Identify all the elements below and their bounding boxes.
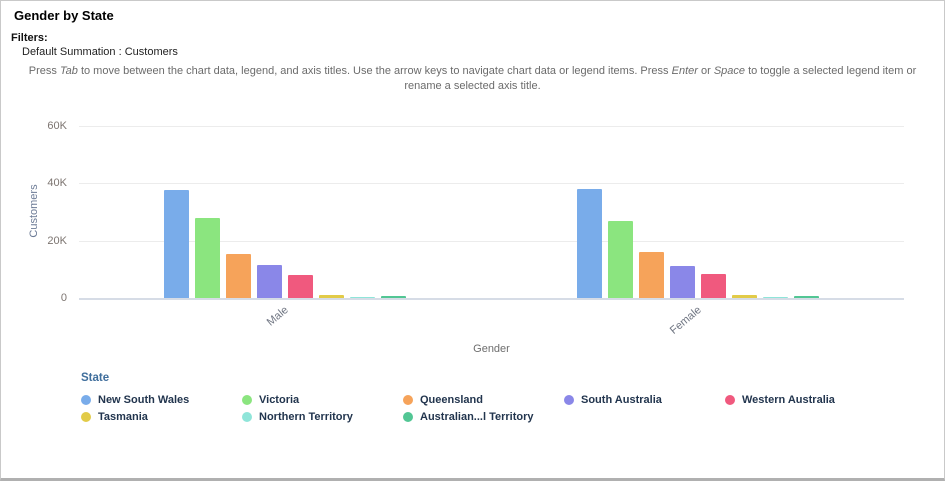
legend-swatch-icon: [403, 411, 413, 422]
legend-item-queensland[interactable]: Queensland: [403, 391, 564, 408]
legend-item-label: Western Australia: [742, 393, 835, 406]
y-tick-label: 20K: [47, 235, 67, 247]
gridline: [79, 183, 904, 184]
legend-swatch-icon: [725, 394, 735, 405]
legend-item-victoria[interactable]: Victoria: [242, 391, 403, 408]
bar-australian-l-territory-female[interactable]: [794, 296, 819, 298]
filters-label: Filters:: [11, 32, 48, 44]
bar-queensland-female[interactable]: [639, 252, 664, 298]
legend-swatch-icon: [81, 411, 91, 422]
legend-item-label: Australian...l Territory: [420, 410, 534, 423]
bar-australian-l-territory-male[interactable]: [381, 296, 406, 298]
key-enter: Enter: [671, 65, 698, 77]
legend-swatch-icon: [242, 411, 252, 422]
legend-item-label: South Australia: [581, 393, 662, 406]
page-title: Gender by State: [14, 8, 114, 23]
key-tab: Tab: [59, 65, 78, 77]
y-tick-label: 0: [60, 292, 67, 304]
keyboard-instructions: Press Tab to move between the chart data…: [27, 64, 918, 94]
bar-group-male: [164, 190, 406, 298]
legend: State New South Wales Victoria Queensland S…: [81, 372, 911, 425]
gridline: [79, 126, 904, 127]
x-axis-title[interactable]: Gender: [473, 343, 510, 355]
bar-northern-territory-male[interactable]: [350, 297, 375, 298]
legend-item-australian-l-territory[interactable]: Australian...l Territory: [403, 408, 564, 425]
legend-item-tasmania[interactable]: Tasmania: [81, 408, 242, 425]
bar-group-female: [577, 189, 819, 298]
legend-item-new-south-wales[interactable]: New South Wales: [81, 391, 242, 408]
legend-swatch-icon: [564, 394, 574, 405]
legend-item-label: Queensland: [420, 393, 483, 406]
legend-title: State: [81, 372, 110, 384]
x-axis-line: [79, 298, 904, 300]
legend-item-label: New South Wales: [98, 393, 190, 406]
legend-item-western-australia[interactable]: Western Australia: [725, 391, 886, 408]
legend-swatch-icon: [403, 394, 413, 405]
bar-western-australia-male[interactable]: [288, 275, 313, 298]
legend-item-label: Tasmania: [98, 410, 148, 423]
bar-victoria-male[interactable]: [195, 218, 220, 298]
legend-swatch-icon: [81, 394, 91, 405]
bar-new-south-wales-male[interactable]: [164, 190, 189, 298]
y-tick-label: 60K: [47, 120, 67, 132]
legend-swatch-icon: [242, 394, 252, 405]
legend-item-label: Victoria: [259, 393, 300, 406]
bar-tasmania-male[interactable]: [319, 295, 344, 298]
instruction-text: or: [697, 65, 714, 77]
legend-items: New South Wales Victoria Queensland South A…: [81, 391, 887, 425]
legend-item-label: Northern Territory: [259, 410, 353, 423]
gridline: [79, 241, 904, 242]
instruction-text: to move between the chart data, legend, …: [77, 65, 672, 77]
bar-new-south-wales-female[interactable]: [577, 189, 602, 298]
key-space: Space: [713, 65, 746, 77]
instruction-text: to toggle a selected legend item or rena…: [404, 65, 917, 92]
bar-south-australia-female[interactable]: [670, 266, 695, 298]
legend-item-northern-territory[interactable]: Northern Territory: [242, 408, 403, 425]
bar-victoria-female[interactable]: [608, 221, 633, 298]
bar-western-australia-female[interactable]: [701, 274, 726, 298]
instruction-text: Press: [28, 65, 60, 77]
bar-south-australia-male[interactable]: [257, 265, 282, 298]
y-axis-title[interactable]: Customers: [28, 184, 40, 238]
bar-tasmania-female[interactable]: [732, 295, 757, 298]
y-tick-label: 40K: [47, 177, 67, 189]
legend-item-south-australia[interactable]: South Australia: [564, 391, 725, 408]
bar-northern-territory-female[interactable]: [763, 297, 788, 298]
bar-chart: 0 20K 40K 60K Customers Male Female Gender: [1, 106, 944, 366]
filter-value: Default Summation : Customers: [22, 46, 178, 58]
bar-queensland-male[interactable]: [226, 254, 251, 298]
